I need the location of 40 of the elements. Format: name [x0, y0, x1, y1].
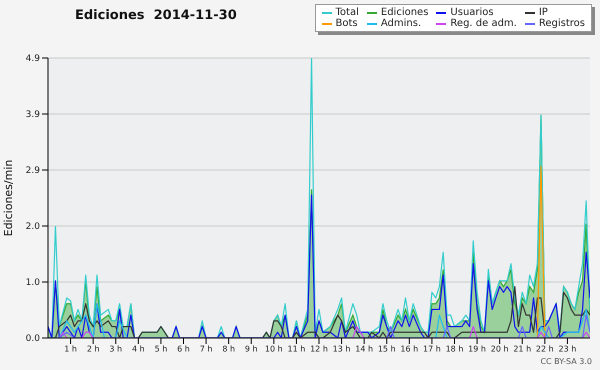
- x-tick-label: 18 h: [446, 344, 464, 354]
- x-tick-label: 3 h: [109, 344, 122, 354]
- x-tick-label: 20 h: [490, 344, 509, 354]
- x-tick-label: 22 h: [536, 344, 554, 354]
- x-tick-label: 4 h: [132, 344, 145, 354]
- x-tick-label: 2 h: [86, 344, 100, 354]
- legend-label: IP: [538, 7, 549, 18]
- x-tick-label: 10 h: [264, 344, 283, 354]
- y-tick-label: 2.0: [26, 222, 40, 232]
- x-tick-label: 21 h: [513, 344, 532, 354]
- legend-label: Reg. de adm.: [449, 18, 517, 29]
- x-tick-label: 13 h: [332, 344, 350, 354]
- y-tick-label: 4.9: [26, 54, 40, 64]
- legend-label: Usuarios: [449, 7, 495, 18]
- x-tick-label: 14 h: [355, 344, 374, 354]
- x-tick-label: 23 h: [558, 344, 576, 354]
- x-tick-label: 9 h: [244, 344, 258, 354]
- y-tick-label: 3.9: [26, 110, 40, 120]
- legend-label: Admins.: [380, 18, 422, 29]
- x-tick-label: 16 h: [400, 344, 418, 354]
- x-tick-label: 11 h: [288, 344, 306, 354]
- x-tick-label: 7 h: [200, 344, 212, 354]
- y-axis-title: Ediciones/min: [2, 160, 15, 236]
- legend-label: Ediciones: [380, 7, 428, 18]
- x-tick-label: 6 h: [177, 344, 190, 354]
- text: CC BY-SA 3.0: [540, 357, 592, 366]
- x-tick-label: 15 h: [378, 344, 396, 354]
- x-tick-label: 5 h: [154, 344, 168, 354]
- legend-label: Registros: [538, 18, 585, 29]
- x-tick-label: 8 h: [222, 344, 236, 354]
- x-tick-label: 17 h: [423, 344, 441, 354]
- y-tick-label: 1.0: [26, 278, 40, 288]
- chart-title: Ediciones 2014-11-30: [75, 8, 237, 23]
- legend-label: Total: [334, 7, 359, 18]
- legend-label: Bots: [334, 18, 359, 29]
- x-tick-label: 19 h: [468, 344, 486, 354]
- y-tick-label: 2.9: [26, 166, 40, 176]
- x-tick-label: 1 h: [64, 344, 77, 354]
- x-tick-label: 12 h: [310, 344, 328, 354]
- y-tick-label: 0.0: [26, 334, 40, 344]
